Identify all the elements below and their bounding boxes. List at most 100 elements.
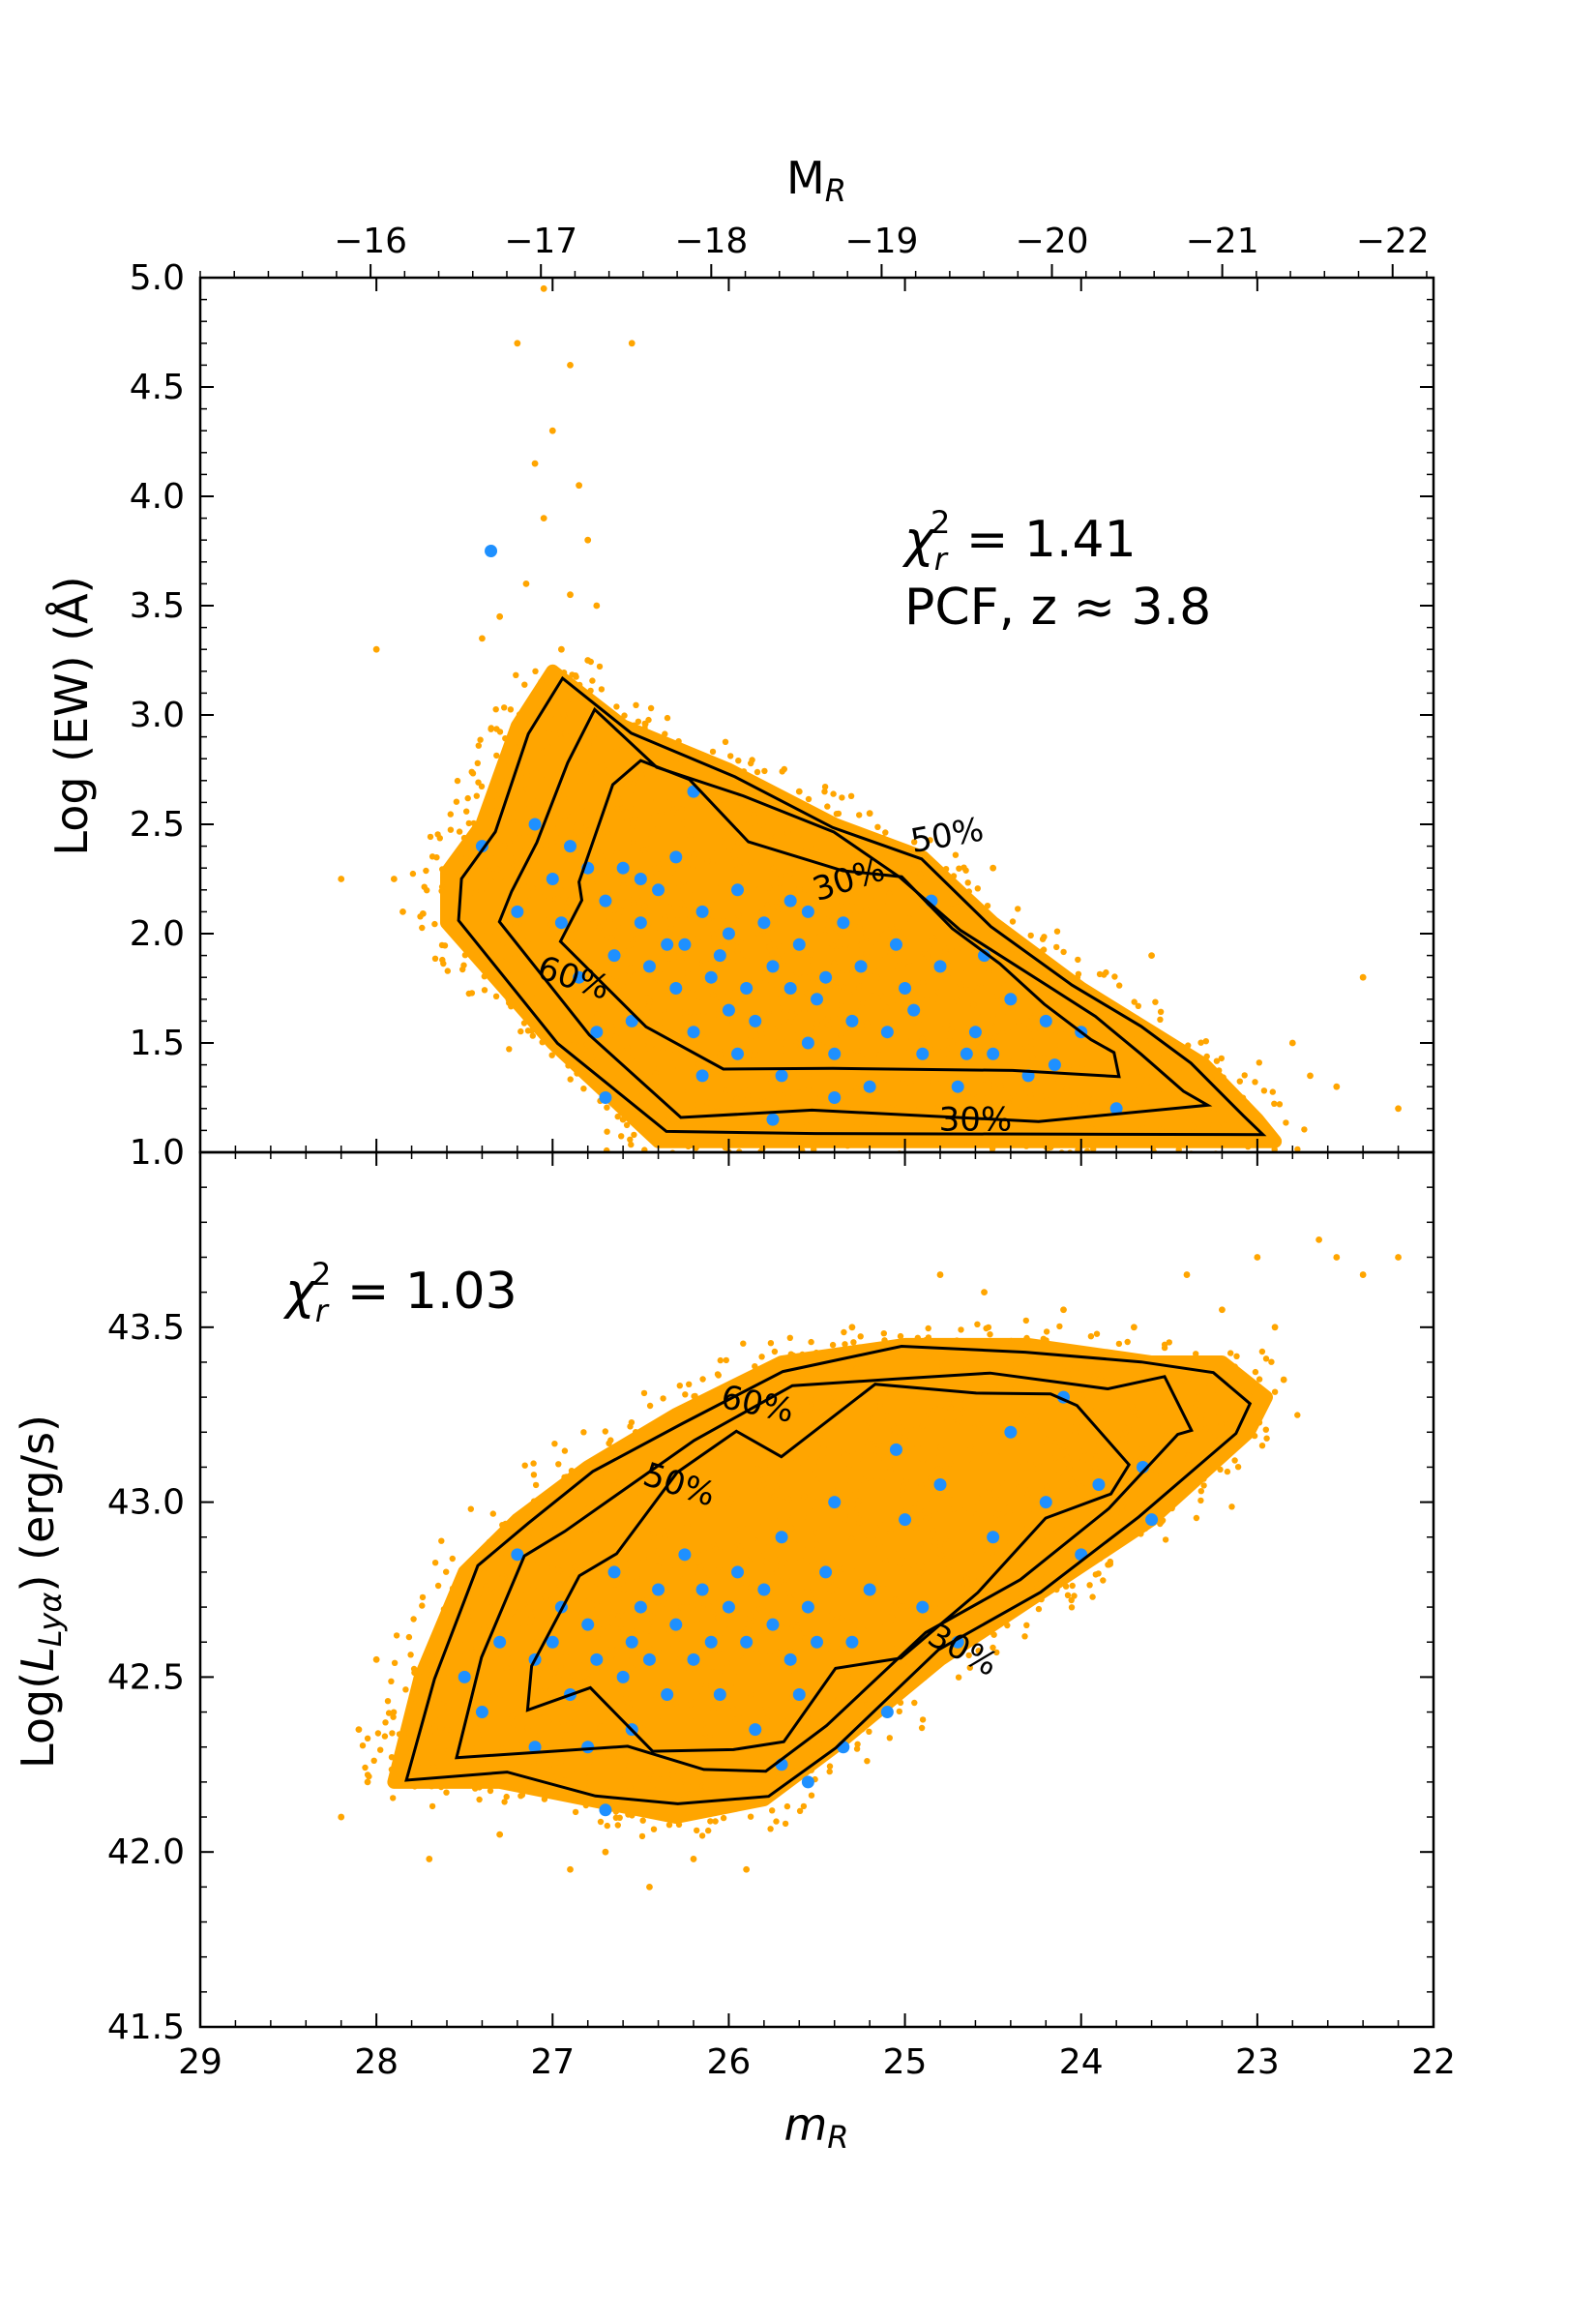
- simulated-point: [1052, 1440, 1059, 1446]
- observed-point: [837, 916, 850, 930]
- simulated-point: [827, 1527, 835, 1533]
- observed-point: [792, 1687, 806, 1701]
- simulated-point: [1180, 1049, 1188, 1056]
- simulated-point: [928, 1368, 934, 1376]
- simulated-point: [1001, 943, 1008, 950]
- simulated-point: [800, 1431, 807, 1438]
- simulated-point: [938, 1123, 946, 1130]
- simulated-point: [623, 1121, 631, 1129]
- simulated-point: [1039, 1444, 1046, 1450]
- simulated-point: [1141, 1033, 1148, 1040]
- simulated-point: [1242, 1427, 1249, 1434]
- simulated-point: [661, 1116, 667, 1124]
- simulated-outlier-point: [795, 788, 803, 795]
- simulated-point: [377, 1746, 384, 1753]
- simulated-point: [905, 915, 912, 922]
- simulated-point: [1252, 1368, 1259, 1376]
- simulated-point: [374, 1730, 382, 1737]
- simulated-point: [633, 1705, 639, 1712]
- simulated-point: [1197, 1063, 1205, 1070]
- simulated-point: [538, 678, 545, 686]
- simulated-point: [927, 837, 933, 844]
- simulated-point: [728, 1496, 735, 1503]
- simulated-point: [676, 1780, 684, 1787]
- simulated-point: [572, 1563, 578, 1571]
- simulated-point: [1100, 1013, 1108, 1020]
- simulated-point: [799, 1351, 806, 1358]
- simulated-point: [464, 794, 471, 802]
- simulated-point: [966, 1664, 973, 1671]
- simulated-point: [546, 1612, 552, 1620]
- simulated-point: [736, 815, 743, 821]
- simulated-point: [818, 1022, 825, 1028]
- simulated-point: [566, 999, 573, 1007]
- simulated-point: [1042, 994, 1049, 1000]
- simulated-point: [1024, 1491, 1032, 1499]
- simulated-point: [692, 1443, 698, 1450]
- simulated-point: [786, 818, 793, 824]
- simulated-point: [653, 796, 660, 803]
- secondary-x-tick-label: −17: [504, 222, 577, 261]
- simulated-point: [1171, 1091, 1179, 1099]
- simulated-point: [630, 822, 636, 829]
- simulated-point: [546, 914, 553, 921]
- simulated-point: [943, 1137, 951, 1144]
- y-tick-label: 4.0: [130, 477, 185, 517]
- secondary-x-tick-label: −18: [674, 222, 748, 261]
- simulated-point: [691, 768, 697, 775]
- simulated-point: [714, 1371, 722, 1378]
- simulated-point: [858, 1511, 865, 1518]
- simulated-point: [931, 1539, 938, 1546]
- simulated-point: [561, 755, 569, 762]
- simulated-point: [816, 1436, 823, 1444]
- simulated-point: [614, 1822, 621, 1829]
- observed-point: [607, 1565, 621, 1579]
- simulated-point: [564, 1538, 571, 1546]
- simulated-point: [558, 812, 565, 819]
- simulated-point: [1224, 1468, 1231, 1475]
- simulated-point: [837, 1469, 843, 1475]
- simulated-point: [902, 1044, 909, 1051]
- simulated-point: [605, 873, 611, 880]
- simulated-point: [942, 1023, 950, 1029]
- simulated-point: [421, 1733, 428, 1740]
- simulated-point: [1089, 1120, 1097, 1127]
- simulated-point: [362, 1764, 369, 1771]
- contour-line: [525, 1383, 1132, 1753]
- simulated-point: [601, 1752, 608, 1760]
- simulated-point: [762, 1559, 769, 1565]
- simulated-point: [733, 1749, 741, 1757]
- simulated-point: [794, 1402, 801, 1409]
- simulated-point: [1124, 1434, 1131, 1442]
- simulated-point: [579, 1463, 587, 1471]
- simulated-point: [604, 1787, 610, 1794]
- simulated-point: [429, 1783, 435, 1790]
- observed-point: [933, 960, 947, 973]
- simulated-point: [1087, 1333, 1095, 1340]
- simulated-point: [569, 891, 576, 898]
- simulated-point: [693, 1145, 699, 1151]
- simulated-point: [1112, 1046, 1120, 1053]
- simulated-point: [885, 1427, 893, 1435]
- simulated-point: [1093, 1405, 1100, 1412]
- simulated-point: [707, 1410, 714, 1417]
- simulated-point: [958, 965, 965, 972]
- simulated-point: [800, 1802, 808, 1810]
- simulated-point: [986, 1486, 993, 1493]
- bottom-y-axis-title: Log(LLyα) (erg/s): [12, 1414, 69, 1769]
- simulated-point: [1041, 934, 1048, 940]
- simulated-point: [1217, 1466, 1224, 1474]
- simulated-point: [1253, 1114, 1259, 1120]
- simulated-point: [986, 968, 992, 975]
- simulated-point: [1227, 1350, 1234, 1356]
- simulated-point: [747, 1813, 754, 1820]
- simulated-point: [593, 878, 601, 884]
- simulated-point: [1058, 1022, 1066, 1028]
- simulated-point: [733, 1095, 740, 1102]
- simulated-point: [794, 1463, 802, 1471]
- simulated-outlier-point: [372, 1655, 380, 1663]
- simulated-point: [588, 1731, 595, 1738]
- simulated-point: [643, 1523, 651, 1530]
- simulated-point: [447, 826, 455, 833]
- simulated-point: [576, 1608, 584, 1616]
